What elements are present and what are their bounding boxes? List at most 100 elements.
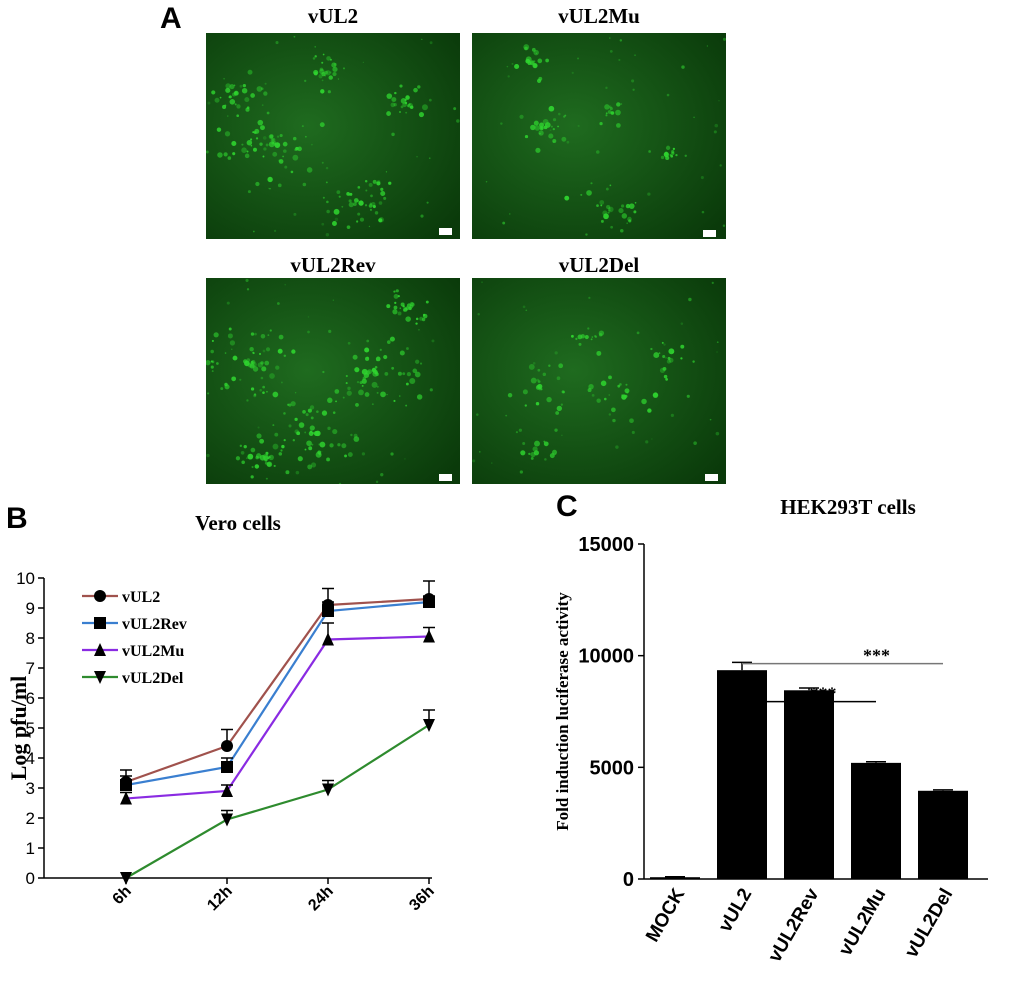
fluorescent-cell [260, 87, 264, 91]
fluorescent-cell [246, 457, 248, 460]
fluorescent-speck [325, 233, 330, 237]
fluorescent-cell [256, 433, 262, 439]
fluorescent-cell [588, 384, 594, 390]
fluorescent-cell [271, 138, 276, 142]
fluorescent-cell [585, 233, 588, 236]
fluorescent-cell [570, 334, 574, 338]
x-tick-label: vUL2Mu [835, 885, 890, 960]
fluorescent-speck [223, 77, 225, 80]
fluorescent-cell [603, 397, 607, 401]
fluorescent-cell [372, 204, 376, 209]
fluorescent-cell [384, 372, 389, 376]
fluorescent-speck [264, 82, 267, 85]
fluorescent-cell [331, 62, 337, 68]
fluorescent-cell [290, 401, 296, 407]
fluorescent-cell [621, 394, 624, 397]
data-point [221, 813, 233, 827]
fluorescent-cell [347, 452, 353, 458]
fluorescent-speck [284, 283, 286, 286]
fluorescent-cell [616, 123, 621, 128]
fluorescent-speck [428, 157, 431, 159]
fluorescent-cell [318, 74, 323, 79]
fluorescent-cell [236, 114, 240, 118]
fluorescent-speck [591, 394, 595, 397]
fluorescent-cell [269, 187, 271, 190]
fluorescent-speck [645, 440, 649, 444]
fluorescent-cell [405, 316, 411, 322]
fluorescent-cell [555, 411, 560, 415]
fluorescent-cell [265, 451, 269, 455]
y-tick-label: 10000 [578, 646, 634, 668]
y-tick-label: 6 [26, 689, 35, 708]
micrograph-vul2mu [472, 33, 726, 239]
fluorescent-cell [283, 412, 286, 415]
fluorescent-cell [224, 352, 227, 354]
fluorescent-cell [294, 429, 299, 434]
fluorescent-cell [224, 382, 228, 387]
bar-MOCK [650, 877, 700, 879]
fluorescent-cell [664, 151, 668, 155]
fluorescent-speck [307, 316, 310, 318]
fluorescent-cell [283, 354, 287, 358]
fluorescent-speck [566, 140, 570, 144]
fluorescent-speck [636, 331, 640, 335]
fluorescent-speck [505, 414, 508, 417]
fluorescent-cell [395, 289, 399, 293]
fluorescent-speck [509, 213, 511, 215]
fluorescent-speck [321, 450, 323, 453]
fluorescent-cell [258, 352, 262, 355]
fluorescent-cell [561, 136, 567, 142]
fluorescent-cell [266, 390, 268, 393]
fluorescent-cell [408, 103, 411, 106]
fluorescent-cell [617, 384, 621, 388]
y-tick-label: 1 [26, 839, 35, 858]
fluorescent-cell [290, 170, 294, 174]
fluorescent-cell [419, 316, 424, 321]
x-tick-label: vUL2 [715, 885, 756, 936]
fluorescent-cell [272, 424, 275, 427]
fluorescent-speck [481, 281, 483, 283]
chart-title: HEK293T cells [780, 495, 916, 519]
fluorescent-cell [413, 87, 418, 93]
fluorescent-cell [625, 383, 628, 386]
legend-label: vUL2Del [122, 670, 184, 687]
fluorescent-cell [262, 391, 265, 394]
fluorescent-cell [210, 365, 214, 369]
micrograph-vul2rev-canvas [206, 278, 460, 484]
fluorescent-cell [288, 424, 292, 428]
fluorescent-cell [329, 71, 332, 74]
y-tick-label: 3 [26, 779, 35, 798]
fluorescent-speck [420, 214, 424, 218]
fluorescent-cell [600, 380, 607, 387]
fluorescent-cell [266, 111, 270, 115]
y-tick-label: 5000 [590, 757, 635, 779]
fluorescent-cell [350, 433, 353, 437]
fluorescent-cell [261, 366, 267, 372]
fluorescent-cell [268, 141, 275, 148]
fluorescent-cell [537, 58, 543, 64]
fluorescent-cell [663, 374, 668, 379]
fluorescent-cell [309, 425, 315, 431]
fluorescent-speck [631, 79, 635, 83]
fluorescent-cell [246, 358, 251, 362]
fluorescent-cell [291, 349, 296, 354]
bar-vUL2 [717, 670, 767, 879]
fluorescent-speck [670, 413, 674, 417]
fluorescent-cell [250, 138, 253, 141]
fluorescent-cell [620, 103, 623, 106]
fluorescent-speck [693, 441, 697, 445]
fluorescent-speck [245, 278, 249, 283]
fluorescent-cell [265, 347, 271, 352]
fluorescent-cell [546, 396, 552, 403]
fluorescent-cell [304, 135, 307, 138]
fluorescent-cell [319, 67, 324, 72]
fluorescent-cell [262, 385, 265, 389]
fluorescent-speck [321, 79, 324, 82]
fluorescent-cell [665, 378, 668, 381]
fluorescent-cell [405, 382, 409, 386]
fluorescent-cell [279, 133, 283, 138]
fluorescent-speck [701, 210, 705, 214]
fluorescent-cell [545, 58, 549, 63]
fluorescent-speck [265, 143, 269, 147]
fluorescent-cell [600, 204, 603, 207]
